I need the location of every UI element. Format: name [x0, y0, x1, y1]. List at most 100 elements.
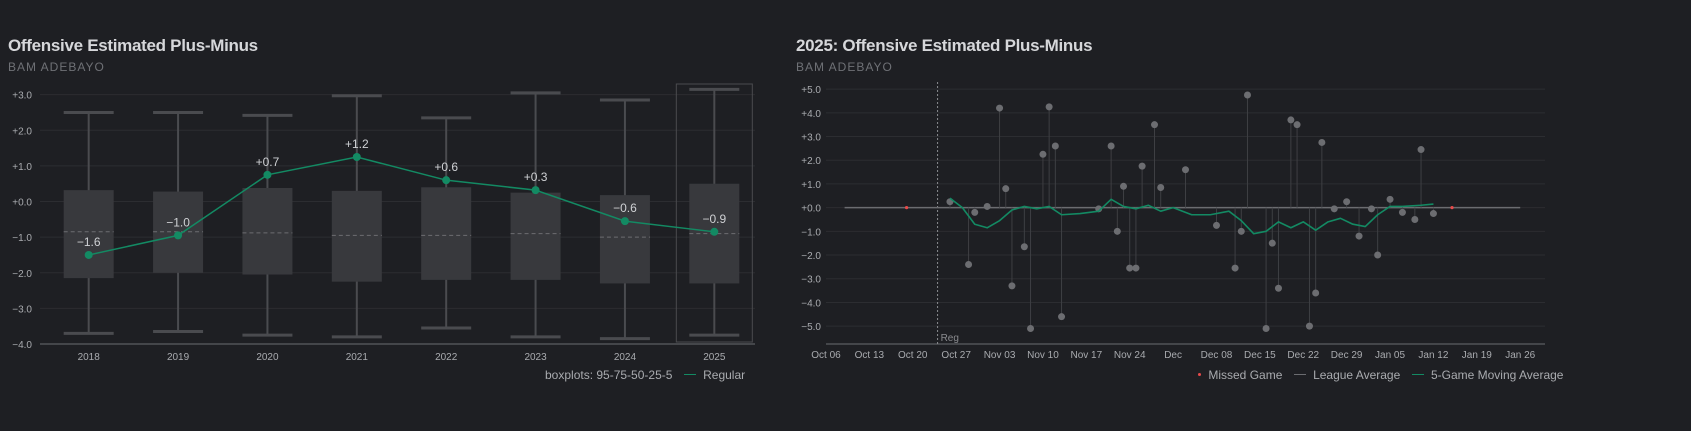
left-boxplot-chart: −4.0 −3.0 −2.0 −1.0 +0.0 +1.0 +2.0 +3.0 2018 2019…: [12, 83, 755, 363]
y-tick-label: −4.0: [801, 298, 821, 309]
y-tick-label: +1.0: [801, 180, 821, 191]
data-label: +0.7: [256, 155, 280, 169]
regular-series-point: [531, 186, 540, 195]
y-tick-label: +0.0: [12, 198, 32, 209]
game-point: [1039, 150, 1047, 158]
x-tick-label: Oct 06: [811, 350, 841, 361]
box-2018: [63, 110, 114, 335]
game-point: [1113, 227, 1121, 235]
regular-series-point: [263, 170, 272, 179]
box-iqr: [63, 190, 114, 279]
game-point: [1355, 232, 1363, 240]
moving-average-legend-swatch: [1411, 374, 1424, 376]
x-tick-label: Jan 19: [1462, 350, 1492, 361]
game-point: [965, 261, 973, 269]
x-tick-label: 2023: [524, 352, 547, 363]
x-tick-label: Oct 27: [941, 350, 971, 361]
box-iqr: [510, 192, 561, 280]
regular-series-point: [442, 176, 451, 185]
game-point: [1002, 185, 1010, 193]
right-chart-panel: 2025: Offensive Estimated Plus-Minus BAM…: [796, 0, 1691, 431]
y-tick-label: −1.0: [801, 227, 821, 238]
y-tick-label: −5.0: [801, 322, 821, 333]
x-tick-label: 2025: [703, 352, 726, 363]
y-tick-label: +2.0: [801, 156, 821, 167]
x-tick-label: 2020: [256, 352, 279, 363]
game-point: [1237, 227, 1245, 235]
x-tick-label: Jan 26: [1505, 350, 1535, 361]
y-tick-label: −2.0: [12, 269, 32, 280]
y-tick-label: +3.0: [12, 91, 32, 102]
y-tick-label: −1.0: [12, 233, 32, 244]
box-2021: [331, 94, 382, 339]
y-tick-label: −3.0: [801, 275, 821, 286]
y-tick-label: −2.0: [801, 251, 821, 262]
box-iqr: [421, 187, 472, 280]
game-point: [1120, 182, 1128, 190]
x-tick-label: 2021: [346, 352, 369, 363]
x-tick-label: Nov 24: [1114, 350, 1146, 361]
game-point: [1051, 142, 1059, 150]
data-label: −0.9: [702, 212, 726, 226]
game-point: [1008, 282, 1016, 290]
x-tick-label: Dec 15: [1244, 350, 1276, 361]
moving-average-line: [949, 197, 1434, 235]
y-tick-label: +4.0: [801, 109, 821, 120]
game-point: [1305, 322, 1313, 330]
x-tick-label: Oct 13: [855, 350, 885, 361]
y-tick-label: +1.0: [12, 162, 32, 173]
game-point: [1058, 313, 1066, 321]
x-tick-label: 2019: [167, 352, 190, 363]
game-point: [996, 104, 1004, 112]
left-chart-panel: Offensive Estimated Plus-Minus BAM ADEBA…: [0, 0, 830, 431]
game-point: [1138, 162, 1146, 170]
regular-series-point: [352, 153, 361, 162]
box-iqr: [599, 195, 650, 284]
missed-game-legend-swatch: [1198, 373, 1201, 377]
game-point: [1126, 264, 1134, 272]
right-legend: Missed Game League Average 5-Game Moving…: [1198, 367, 1563, 382]
game-point: [1262, 325, 1270, 333]
x-tick-label: Nov 10: [1027, 350, 1059, 361]
box-2022: [421, 116, 472, 330]
regular-series-point: [174, 231, 183, 240]
right-chart-subtitle: BAM ADEBAYO: [796, 60, 893, 74]
x-tick-label: Dec 22: [1287, 350, 1319, 361]
game-point: [1293, 121, 1301, 129]
game-point: [1411, 215, 1419, 223]
regular-series-point: [84, 250, 93, 259]
data-label: +1.2: [345, 137, 369, 151]
left-legend: boxplots: 95-75-50-25-5 Regular: [545, 367, 745, 382]
data-label: +0.3: [524, 170, 548, 184]
left-chart-title: Offensive Estimated Plus-Minus: [8, 36, 258, 55]
data-label: −1.6: [77, 235, 101, 249]
data-label: −1.0: [166, 215, 190, 229]
game-point: [1330, 205, 1338, 213]
y-tick-label: +3.0: [801, 133, 821, 144]
missed-game-marker: [1450, 206, 1454, 210]
x-tick-label: Oct 20: [898, 350, 928, 361]
regular-series-line: [88, 156, 715, 256]
x-tick-label: Dec: [1164, 350, 1182, 361]
box-iqr: [242, 188, 293, 275]
league-average-legend-swatch: [1293, 374, 1306, 376]
highlight-frame: [675, 83, 753, 343]
box-2023: [510, 91, 561, 339]
game-point: [1287, 116, 1295, 124]
game-point: [1243, 91, 1251, 99]
game-point: [1343, 198, 1351, 206]
right-scatter-chart: −5.0 −4.0 −3.0 −2.0 −1.0 +0.0 +1.0 +2.0 +3.0 +4.0…: [801, 82, 1545, 361]
y-tick-label: +2.0: [12, 126, 32, 137]
box-2020: [242, 113, 293, 337]
game-point: [1367, 205, 1375, 213]
game-point: [1107, 142, 1115, 150]
regular-legend-swatch: [683, 374, 696, 376]
game-point: [983, 202, 991, 210]
game-point: [1182, 166, 1189, 174]
left-chart-subtitle: BAM ADEBAYO: [8, 60, 105, 74]
game-point: [1429, 210, 1437, 218]
regular-series-point: [710, 227, 719, 236]
game-point: [1274, 284, 1282, 292]
moving-average-legend-label: 5-Game Moving Average: [1430, 367, 1564, 382]
missed-game-marker: [904, 206, 909, 210]
